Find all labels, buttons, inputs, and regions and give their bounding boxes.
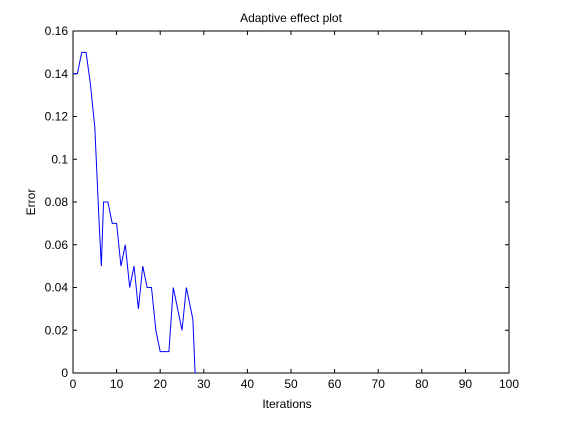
y-tick-label: 0.02 (45, 323, 69, 337)
plot-area (72, 30, 510, 374)
x-tick-label: 90 (459, 377, 473, 391)
y-tick-label: 0.1 (51, 152, 68, 166)
y-tick-label: 0.16 (45, 24, 69, 38)
series-line (73, 51, 196, 374)
x-tick-label: 50 (284, 377, 298, 391)
y-axis-label: Error (24, 189, 38, 216)
x-tick-label: 0 (70, 377, 77, 391)
y-tick-label: 0.12 (45, 110, 69, 124)
x-axis-label: Iterations (262, 397, 311, 411)
y-tick-label: 0.14 (45, 67, 69, 81)
axes-box (72, 30, 510, 374)
series-layer (73, 51, 196, 374)
x-tick-label: 100 (499, 377, 519, 391)
y-tick-label: 0.06 (45, 238, 69, 252)
y-tick-label: 0 (61, 366, 68, 380)
x-tick-label: 60 (328, 377, 342, 391)
chart-title: Adaptive effect plot (240, 11, 343, 25)
y-tick-label: 0.08 (45, 195, 69, 209)
x-tick-label: 80 (415, 377, 429, 391)
x-tick-label: 20 (154, 377, 168, 391)
y-axis: 0 0.02 0.04 0.06 0.08 0.1 0.12 0.14 0.16 (45, 24, 509, 380)
x-tick-label: 30 (197, 377, 211, 391)
y-tick-label: 0.04 (45, 281, 69, 295)
x-tick-label: 40 (241, 377, 255, 391)
x-tick-label: 70 (372, 377, 386, 391)
x-axis: 0 10 20 30 40 50 60 70 80 90 100 (70, 31, 519, 391)
x-tick-label: 10 (110, 377, 124, 391)
